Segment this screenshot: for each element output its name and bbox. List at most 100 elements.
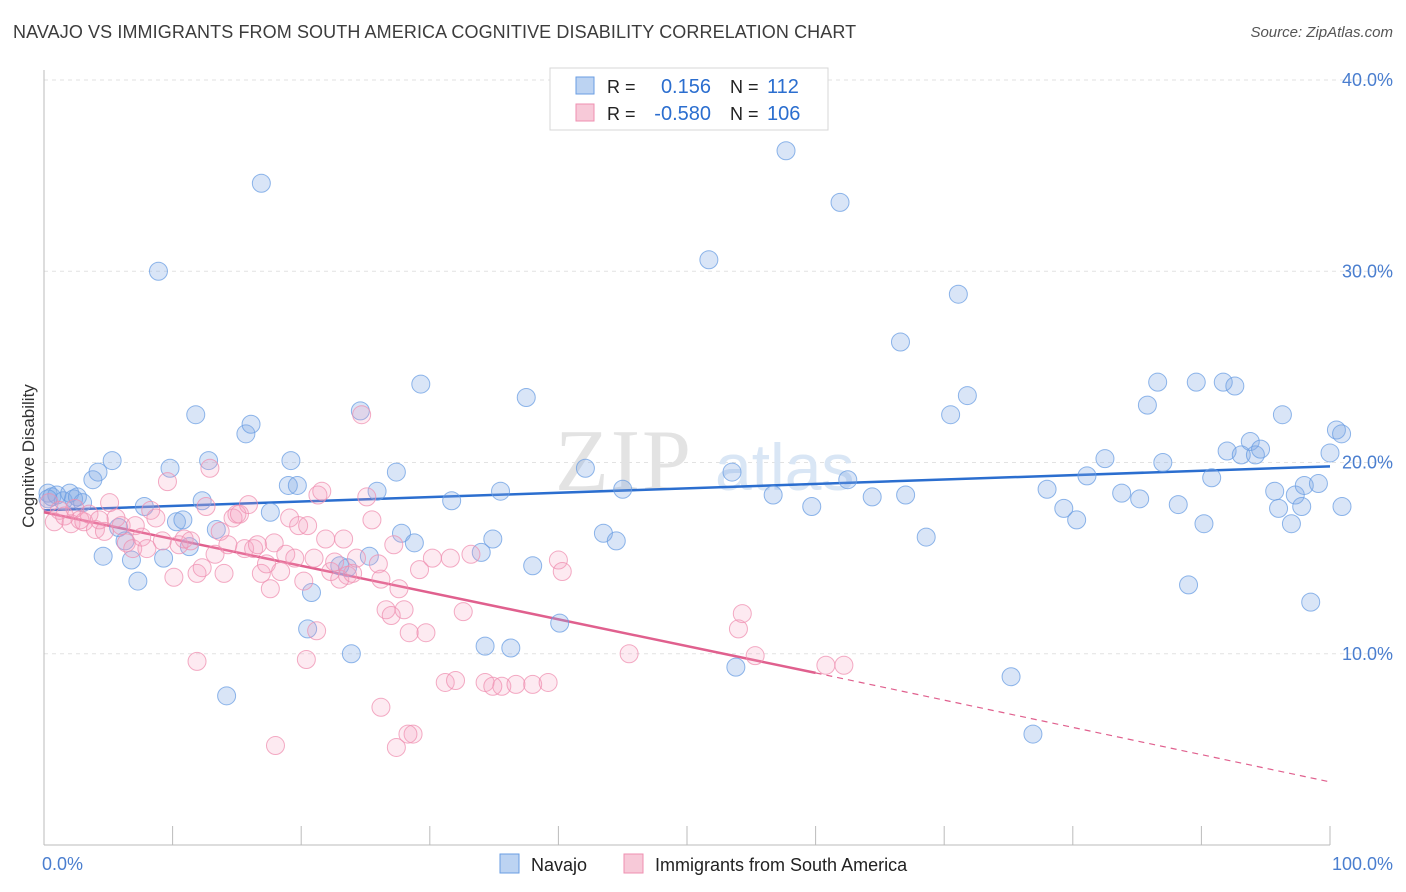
immigrants-point — [422, 548, 442, 568]
immigrants-point — [506, 674, 526, 694]
series-legend: Navajo Immigrants from South America — [499, 853, 908, 875]
navajo-point — [148, 261, 168, 281]
navajo-point — [1320, 443, 1340, 463]
immigrants-point — [39, 493, 59, 513]
immigrants-r-value: -0.580 — [654, 103, 711, 125]
chart-title: NAVAJO VS IMMIGRANTS FROM SOUTH AMERICA … — [13, 22, 857, 42]
immigrants-point — [538, 672, 558, 692]
navajo-point — [802, 496, 822, 516]
navajo-point — [1265, 481, 1285, 501]
data-points — [38, 141, 1352, 757]
immigrants-point — [146, 508, 166, 528]
immigrants-point — [264, 533, 284, 553]
immigrants-point — [49, 500, 69, 520]
navajo-point — [186, 405, 206, 425]
navajo-point — [838, 470, 858, 490]
navajo-point — [236, 424, 256, 444]
navajo-point — [1001, 667, 1021, 687]
navajo-point — [1217, 441, 1237, 461]
immigrants-point — [816, 655, 836, 675]
navajo-point — [392, 523, 412, 543]
navajo-n-label: N = — [730, 77, 759, 97]
navajo-point — [1137, 395, 1157, 415]
immigrants-point — [548, 550, 568, 570]
immigrants-point — [174, 529, 194, 549]
navajo-point — [890, 332, 910, 352]
navajo-point — [128, 571, 148, 591]
navajo-point — [1292, 496, 1312, 516]
immigrants-point — [164, 567, 184, 587]
navajo-point — [722, 462, 742, 482]
navajo-point — [1272, 405, 1292, 425]
navajo-point — [281, 451, 301, 471]
immigrants-point — [325, 552, 345, 572]
navajo-point — [726, 657, 746, 677]
immigrants-swatch — [575, 103, 595, 122]
immigrants-point — [357, 487, 377, 507]
source-label: Source: ZipAtlas.com — [1250, 24, 1393, 41]
navajo-point — [173, 510, 193, 530]
navajo-point — [1148, 372, 1168, 392]
navajo-point — [1168, 495, 1188, 515]
navajo-point — [1332, 496, 1352, 516]
immigrants-point — [386, 737, 406, 757]
immigrants-point — [55, 506, 75, 526]
navajo-point — [102, 451, 122, 471]
legend-immigrants-label: Immigrants from South America — [655, 855, 908, 875]
immigrants-point — [298, 516, 318, 536]
navajo-point — [367, 481, 387, 501]
immigrants-point — [371, 569, 391, 589]
navajo-point — [1130, 489, 1150, 509]
navajo-point — [948, 284, 968, 304]
navajo-point — [501, 638, 521, 658]
immigrants-point — [389, 579, 409, 599]
immigrants-point — [446, 671, 466, 691]
navajo-point — [575, 458, 595, 478]
navajo-point — [475, 636, 495, 656]
immigrants-point — [94, 521, 114, 541]
y-tick-labels: 10.0% 20.0% 30.0% 40.0% — [1342, 70, 1393, 664]
legend-navajo-swatch — [499, 853, 520, 874]
immigrants-point — [483, 676, 503, 696]
immigrants-point — [523, 674, 543, 694]
immigrants-point — [260, 579, 280, 599]
navajo-point — [1112, 483, 1132, 503]
navajo-point — [763, 485, 783, 505]
immigrants-n-value: 106 — [767, 103, 800, 125]
navajo-point — [516, 387, 536, 407]
immigrants-point — [187, 563, 207, 583]
navajo-point — [916, 527, 936, 547]
immigrants-point — [403, 724, 423, 744]
stats-legend: R = 0.156 N = 112 R = -0.580 N = 106 — [549, 67, 829, 131]
watermark-atlas: atlas — [715, 430, 854, 504]
y-tick-label-20: 20.0% — [1342, 453, 1393, 473]
immigrants-point — [440, 548, 460, 568]
navajo-point — [166, 512, 186, 532]
immigrants-point — [346, 548, 366, 568]
navajo-point — [1153, 453, 1173, 472]
navajo-point — [862, 487, 882, 507]
immigrants-point — [296, 649, 316, 669]
immigrants-point — [398, 724, 418, 744]
immigrants-point — [65, 498, 85, 518]
navajo-point — [1326, 420, 1346, 440]
immigrants-point — [316, 529, 336, 549]
immigrants-point — [371, 697, 391, 717]
x-tick-label-min: 0.0% — [42, 854, 83, 874]
navajo-point — [199, 451, 219, 471]
immigrants-trend-extension — [815, 672, 1331, 783]
immigrants-point — [169, 535, 189, 555]
navajo-point — [1054, 498, 1074, 518]
navajo-point — [1077, 466, 1097, 486]
navajo-point — [1269, 498, 1289, 518]
navajo-point — [404, 533, 424, 553]
navajo-point — [1067, 510, 1087, 530]
immigrants-r-label: R = — [607, 104, 636, 124]
immigrants-point — [111, 516, 131, 536]
navajo-point — [1186, 372, 1206, 392]
immigrants-point — [132, 527, 152, 547]
watermark: ZIP — [555, 413, 693, 510]
immigrants-point — [285, 548, 305, 568]
navajo-point — [523, 556, 543, 576]
navajo-point — [1095, 449, 1115, 469]
